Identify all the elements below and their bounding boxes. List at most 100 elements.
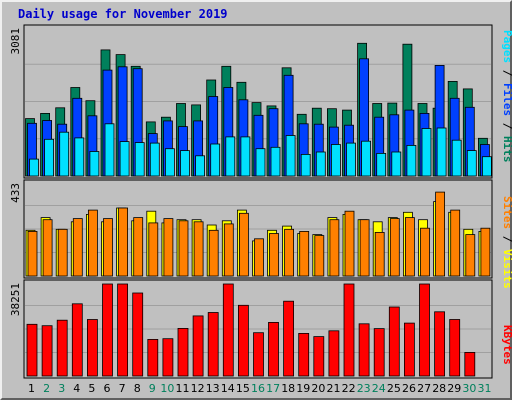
pages-bar: [180, 150, 190, 177]
kbytes-bar: [388, 306, 400, 377]
kbytes-bar: [117, 283, 128, 377]
kbytes-bar: [373, 328, 385, 377]
pages-bar: [406, 144, 417, 177]
sites-bar: [299, 230, 310, 277]
x-tick-label: 14: [221, 382, 235, 395]
x-tick-label: 7: [119, 382, 126, 395]
kbytes-bar: [207, 312, 219, 377]
pages-bar: [104, 123, 115, 177]
kbytes-bar: [358, 323, 370, 377]
sites-bar: [314, 235, 325, 277]
kbytes-bar: [71, 303, 83, 377]
pages-bar: [225, 136, 236, 177]
pages-bar: [149, 142, 160, 177]
x-tick-label: 24: [372, 382, 386, 395]
sites-bar: [193, 221, 204, 277]
kbytes-bar: [464, 351, 476, 377]
kbytes-bar: [313, 336, 325, 377]
pages-bar: [210, 143, 221, 177]
pages-bar: [240, 136, 251, 177]
legend-pages: Pages: [501, 30, 512, 63]
legend-files: Files: [501, 83, 512, 116]
x-tick-label: 27: [417, 382, 431, 395]
x-tick-label: 21: [327, 382, 341, 395]
pages-bar: [74, 137, 85, 177]
pages-bar: [164, 148, 175, 177]
legend-visits: Visits: [501, 249, 512, 289]
kbytes-bar: [403, 322, 415, 377]
pages-bar: [436, 127, 447, 177]
pages-bar: [361, 140, 372, 177]
visits-legend: Sites / Visits: [501, 196, 512, 289]
sites-bar: [465, 234, 476, 277]
sites-bar: [27, 230, 38, 277]
kbytes-bar: [147, 338, 159, 377]
sites-bar: [269, 233, 279, 277]
kbytes-bar: [102, 283, 113, 377]
pages-bar: [29, 158, 39, 177]
x-tick-label: 19: [296, 382, 310, 395]
x-axis-labels: 1 2 3 4 5 6 7 8 9 10 11 12 13 14 15 16 17 18 19 20 21 22 23 24 2…: [28, 382, 492, 395]
sites-bar: [57, 228, 68, 277]
x-tick-label: 13: [206, 382, 220, 395]
sites-bar: [435, 191, 446, 277]
visits-axis-max: 433: [9, 183, 22, 203]
x-tick-label: 9: [149, 382, 156, 395]
kbytes-axis-max: 38251: [9, 283, 22, 316]
legend-sep2: /: [501, 116, 512, 136]
sites-bar: [284, 228, 295, 277]
x-tick-label: 29: [447, 382, 461, 395]
kbytes-bar: [177, 327, 189, 377]
legend-hits: Hits: [501, 136, 512, 163]
x-tick-label: 5: [88, 382, 95, 395]
sites-bar: [163, 218, 174, 277]
pages-bar: [391, 151, 402, 177]
sites-bar: [42, 219, 53, 277]
pages-bar: [134, 142, 145, 177]
pages-bar: [451, 139, 462, 177]
pages-bar: [315, 151, 326, 177]
kbytes-bar: [192, 315, 204, 377]
x-tick-label: 6: [104, 382, 111, 395]
x-tick-label: 20: [311, 382, 325, 395]
x-tick-label: 23: [357, 382, 371, 395]
kbytes-bar: [56, 319, 68, 377]
kbytes-bar: [328, 330, 340, 377]
x-tick-label: 4: [73, 382, 80, 395]
x-tick-label: 10: [160, 382, 174, 395]
sites-bar: [178, 220, 189, 277]
kbytes-bar: [449, 319, 461, 377]
sites-bar: [118, 207, 128, 277]
kbytes-bar: [26, 323, 38, 377]
x-tick-label: 28: [432, 382, 446, 395]
kbytes-bar: [434, 311, 446, 377]
kbytes-bar: [419, 283, 430, 377]
pages-bar: [466, 150, 477, 177]
legend-sep1: /: [501, 63, 512, 83]
sites-bar: [450, 209, 461, 277]
x-tick-label: 25: [387, 382, 401, 395]
bars-group: [25, 42, 492, 377]
sites-bar: [359, 219, 370, 277]
x-tick-label: 26: [402, 382, 416, 395]
pages-bar: [89, 151, 100, 177]
kbytes-bar: [87, 319, 98, 377]
kbytes-bar: [268, 321, 279, 377]
kbytes-bar: [162, 338, 174, 377]
sites-bar: [389, 218, 400, 277]
sites-bar: [480, 227, 491, 277]
kbytes-bar: [283, 300, 295, 377]
x-tick-label: 3: [58, 382, 65, 395]
hits-axis-max: 3081: [9, 28, 22, 55]
x-tick-label: 12: [191, 382, 205, 395]
sites-bar: [223, 223, 234, 277]
kbytes-bar: [222, 283, 234, 377]
pages-bar: [119, 141, 130, 177]
pages-bar: [255, 148, 266, 177]
pages-bar: [481, 156, 492, 177]
chart-title: Daily usage for November 2019: [18, 7, 228, 21]
kbytes-bar: [237, 304, 249, 377]
sites-bar: [404, 217, 415, 277]
kbytes-bar: [41, 325, 53, 377]
